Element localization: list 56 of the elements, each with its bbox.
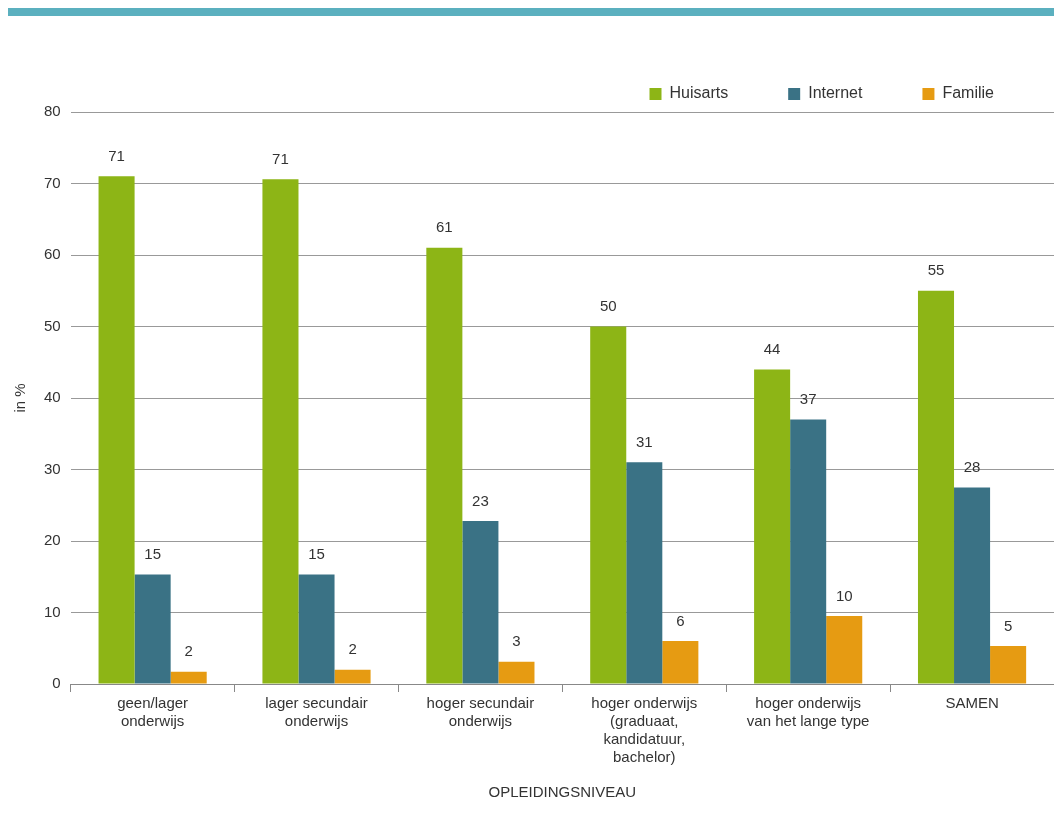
y-axis-title: in % <box>11 383 29 413</box>
data-label: 71 <box>272 149 289 167</box>
legend-label: Huisarts <box>669 84 729 102</box>
bar <box>990 646 1027 684</box>
data-label: 10 <box>835 586 853 604</box>
y-tick-label: 50 <box>44 316 61 334</box>
data-label: 28 <box>963 458 981 476</box>
bar <box>170 671 207 684</box>
bar <box>917 290 955 684</box>
data-label: 71 <box>108 146 125 164</box>
bar <box>826 616 863 684</box>
legend-label: Internet <box>808 84 863 102</box>
data-label: 55 <box>927 261 945 279</box>
data-label: 15 <box>144 545 161 563</box>
bar <box>98 176 135 684</box>
data-label: 2 <box>348 640 357 658</box>
data-label: 44 <box>763 340 781 358</box>
bar <box>134 574 171 684</box>
x-tick-label: hoger onderwijs (graduaat, kandidatuur, bachelor) <box>591 694 698 766</box>
data-label: 23 <box>472 491 489 509</box>
y-tick-label: 0 <box>52 674 61 692</box>
bar <box>590 326 627 684</box>
legend-label: Familie <box>942 84 995 102</box>
x-axis-title: OPLEIDINGSNIVEAU <box>488 783 637 801</box>
data-label: 15 <box>308 545 325 563</box>
bar <box>954 487 991 684</box>
x-tick-label: lager secundair onderwijs <box>265 694 368 730</box>
bar <box>498 661 535 684</box>
bar <box>262 179 299 684</box>
y-tick-label: 10 <box>44 602 61 620</box>
y-tick-label: 30 <box>44 459 61 477</box>
bar <box>298 574 335 684</box>
y-tick-label: 20 <box>44 531 61 549</box>
y-tick-label: 60 <box>44 245 61 263</box>
y-tick-label: 70 <box>44 173 61 191</box>
bar <box>790 419 827 684</box>
data-label: 2 <box>184 642 193 660</box>
data-label: 3 <box>512 632 521 650</box>
bar <box>754 369 791 684</box>
data-label: 31 <box>635 432 653 450</box>
y-tick-label: 80 <box>44 102 61 120</box>
x-tick-label: hoger onderwijs van het lange type <box>746 694 870 730</box>
y-tick-label: 40 <box>44 388 61 406</box>
x-tick-label: SAMEN <box>945 694 999 712</box>
bar <box>334 669 371 684</box>
bar <box>462 520 499 684</box>
x-tick-label: hoger secundair onderwijs <box>426 694 535 730</box>
bar <box>426 247 463 684</box>
data-label: 61 <box>436 218 453 236</box>
bar <box>662 641 699 684</box>
data-label: 5 <box>1003 616 1013 634</box>
data-label: 37 <box>799 390 817 408</box>
data-label: 6 <box>676 611 685 629</box>
data-label: 50 <box>599 297 617 315</box>
x-tick-label: geen/lager onderwijs <box>117 694 189 730</box>
bar <box>626 462 663 684</box>
